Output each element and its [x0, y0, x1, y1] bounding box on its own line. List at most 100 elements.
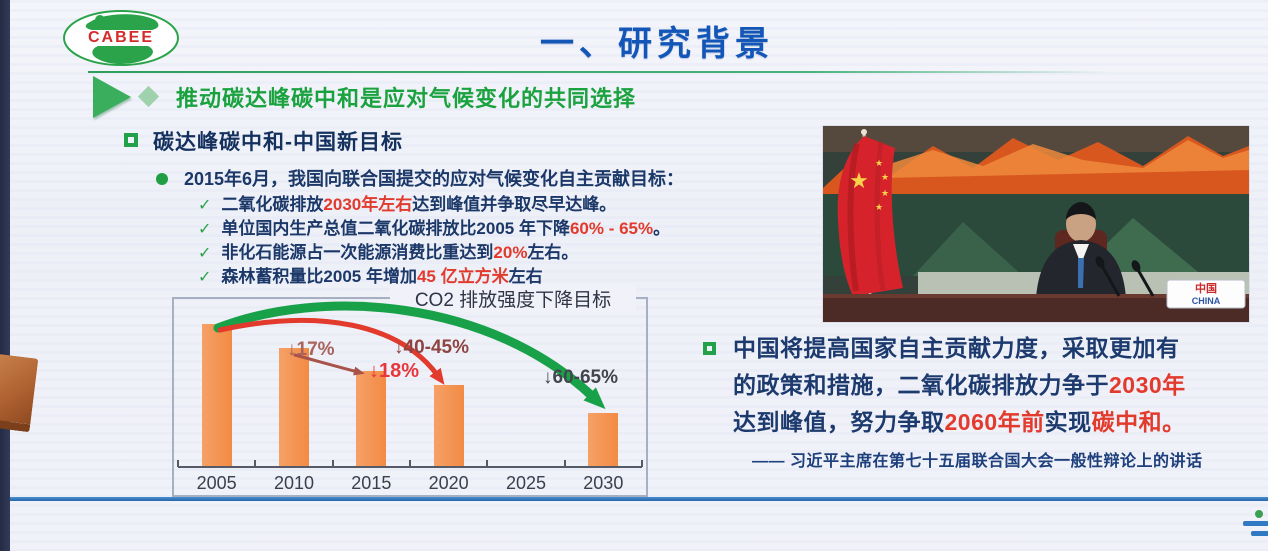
- dot-bullet-icon: [156, 173, 168, 185]
- statement-line: 达到峰值，努力争取2060年前实现碳中和。: [733, 404, 1268, 441]
- axis-tick: [409, 460, 411, 467]
- play-triangle-icon: [93, 76, 131, 118]
- bar-slot-2005: [178, 310, 255, 466]
- statement-text: 的政策和措施，二氧化碳排放力争于: [733, 372, 1109, 398]
- speaker-tie: [1078, 258, 1084, 288]
- logo-stroke: [1251, 531, 1268, 536]
- statement-text: 达到峰值，努力争取: [733, 409, 945, 435]
- flag-star-small: ★: [875, 158, 883, 168]
- x-tick-label-2020: 2020: [428, 473, 469, 493]
- chart-title: CO2 排放强度下降目标: [390, 285, 636, 312]
- divider-line: [88, 71, 1112, 73]
- chart-annotation: ↓40-45%: [394, 337, 469, 358]
- globe-icon: CABEE: [63, 10, 179, 66]
- bar-2030: [588, 413, 619, 466]
- red-target-arrow: [217, 317, 445, 385]
- check-highlight: 60% - 65%: [569, 219, 654, 238]
- square-bullet-icon: [124, 133, 138, 147]
- logo-stroke: [1243, 521, 1268, 526]
- checklist-item: ✓ 森林蓄积量比2005 年增加45 亿立方米左右: [198, 262, 543, 286]
- axis-tick: [641, 460, 643, 467]
- logo-text: CABEE: [88, 29, 154, 46]
- speaker-hair: [1066, 202, 1096, 220]
- nameplate-en: CHINA: [1192, 296, 1221, 306]
- check-icon: ✓: [198, 245, 212, 262]
- flag-star-large: ★: [849, 168, 869, 193]
- statement-line: 中国将提高国家自主贡献力度，采取更加有: [733, 330, 1268, 367]
- statement-highlight: 2030年: [1109, 372, 1186, 398]
- goal-heading: 碳达峰碳中和-中国新目标: [153, 131, 403, 154]
- x-tick-label-2025: 2025: [505, 473, 546, 493]
- speaker-shirt: [1073, 244, 1089, 264]
- nameplate-cn: 中国: [1195, 281, 1217, 295]
- check-text: 达到峰值并争取尽早达峰。: [412, 195, 617, 214]
- cabee-logo: CABEE: [60, 8, 182, 68]
- footer-logo-partial: [1243, 508, 1268, 544]
- photo-xi-un-speech: ★ ★ ★ ★ ★ 中国 CHINA: [822, 125, 1250, 323]
- checklist-item: ✓ 非化石能源占一次能源消费比重达到20%左右。: [198, 238, 578, 262]
- microphone-icon: [1135, 267, 1155, 297]
- statement-text: 中国将提高国家自主贡献力度，采取更加有: [733, 335, 1180, 361]
- bar-slot-2015: [333, 310, 410, 466]
- bar-slot-2020: [410, 310, 487, 466]
- check-icon: ✓: [198, 221, 212, 238]
- leaf-dot-icon: [1255, 510, 1263, 518]
- page-title: 一、研究背景: [540, 25, 774, 63]
- statement-highlight: 2060年前: [944, 409, 1045, 435]
- check-text: 非化石能源占一次能源消费比重达到: [221, 243, 494, 262]
- square-bullet-icon: [703, 342, 716, 355]
- check-text: 左右: [508, 267, 543, 286]
- axis-tick: [177, 460, 179, 467]
- screen-left-bezel: [0, 0, 10, 551]
- country-nameplate: [1166, 279, 1246, 309]
- axis-tick: [563, 460, 566, 467]
- photo-mountains-highlight: [883, 140, 1249, 178]
- check-text: 二氧化碳排放: [221, 195, 324, 214]
- check-highlight: 2030年左右: [323, 195, 413, 214]
- check-highlight: 45 亿立方米: [416, 267, 509, 286]
- microphone-icon: [1099, 263, 1121, 297]
- check-highlight: 20%: [493, 243, 528, 262]
- x-tick-label-2015: 2015: [351, 473, 392, 493]
- chart-arrows: [213, 301, 606, 410]
- chart-annotation: ↓17%: [287, 339, 335, 360]
- statement-block: 中国将提高国家自主贡献力度，采取更加有 的政策和措施，二氧化碳排放力争于2030…: [733, 330, 1268, 441]
- checklist-item: ✓ 单位国内生产总值二氧化碳排放比2005 年下降60% - 65%。: [198, 214, 670, 238]
- statement-line: 的政策和措施，二氧化碳排放力争于2030年: [733, 367, 1268, 404]
- flag-star-small: ★: [881, 172, 889, 182]
- bar-chart-plot-area: [177, 310, 643, 468]
- x-axis-labels: 2005 2010 2015 2020 2025 2030: [178, 473, 642, 494]
- bar-slot-2030: [565, 310, 642, 466]
- statement-text: 实现: [1044, 409, 1092, 435]
- x-tick-label-2005: 2005: [196, 473, 237, 493]
- bar-2010: [278, 348, 309, 466]
- check-icon: ✓: [198, 197, 212, 214]
- footer-divider: [10, 497, 1268, 501]
- foreground-object: [0, 353, 39, 433]
- chart-annotation: ↓18%: [369, 360, 420, 382]
- quote-attribution: —— 习近平主席在第七十五届联合国大会一般性辩论上的讲话: [752, 453, 1203, 470]
- brown-step-arrow: [293, 353, 365, 376]
- axis-tick: [486, 460, 489, 467]
- diamond-icon: [137, 85, 160, 108]
- bar-slot-2010: [255, 310, 332, 466]
- check-icon: ✓: [198, 269, 212, 286]
- bar-2005: [201, 324, 232, 466]
- check-text: 左右。: [527, 243, 579, 262]
- x-tick-label-2010: 2010: [273, 473, 315, 493]
- axis-tick: [254, 460, 257, 467]
- section-header: 推动碳达峰碳中和是应对气候变化的共同选择: [176, 86, 637, 111]
- x-tick-label-2030: 2030: [583, 473, 624, 493]
- check-text: 。: [653, 219, 671, 238]
- flag-star-small: ★: [875, 202, 883, 212]
- check-text: 单位国内生产总值二氧化碳排放比2005 年下降: [221, 219, 570, 238]
- check-text: 森林蓄积量比2005 年增加: [221, 267, 417, 286]
- ndc-intro-text: 2015年6月，我国向联合国提交的应对气候变化自主贡献目标：: [184, 169, 685, 189]
- bar-2015: [356, 371, 387, 466]
- bar-2020: [433, 385, 464, 466]
- axis-tick: [331, 460, 334, 467]
- checklist-item: ✓ 二氧化碳排放2030年左右达到峰值并争取尽早达峰。: [198, 190, 616, 214]
- green-target-arrow: [213, 301, 606, 410]
- statement-highlight: 碳中和。: [1091, 409, 1186, 435]
